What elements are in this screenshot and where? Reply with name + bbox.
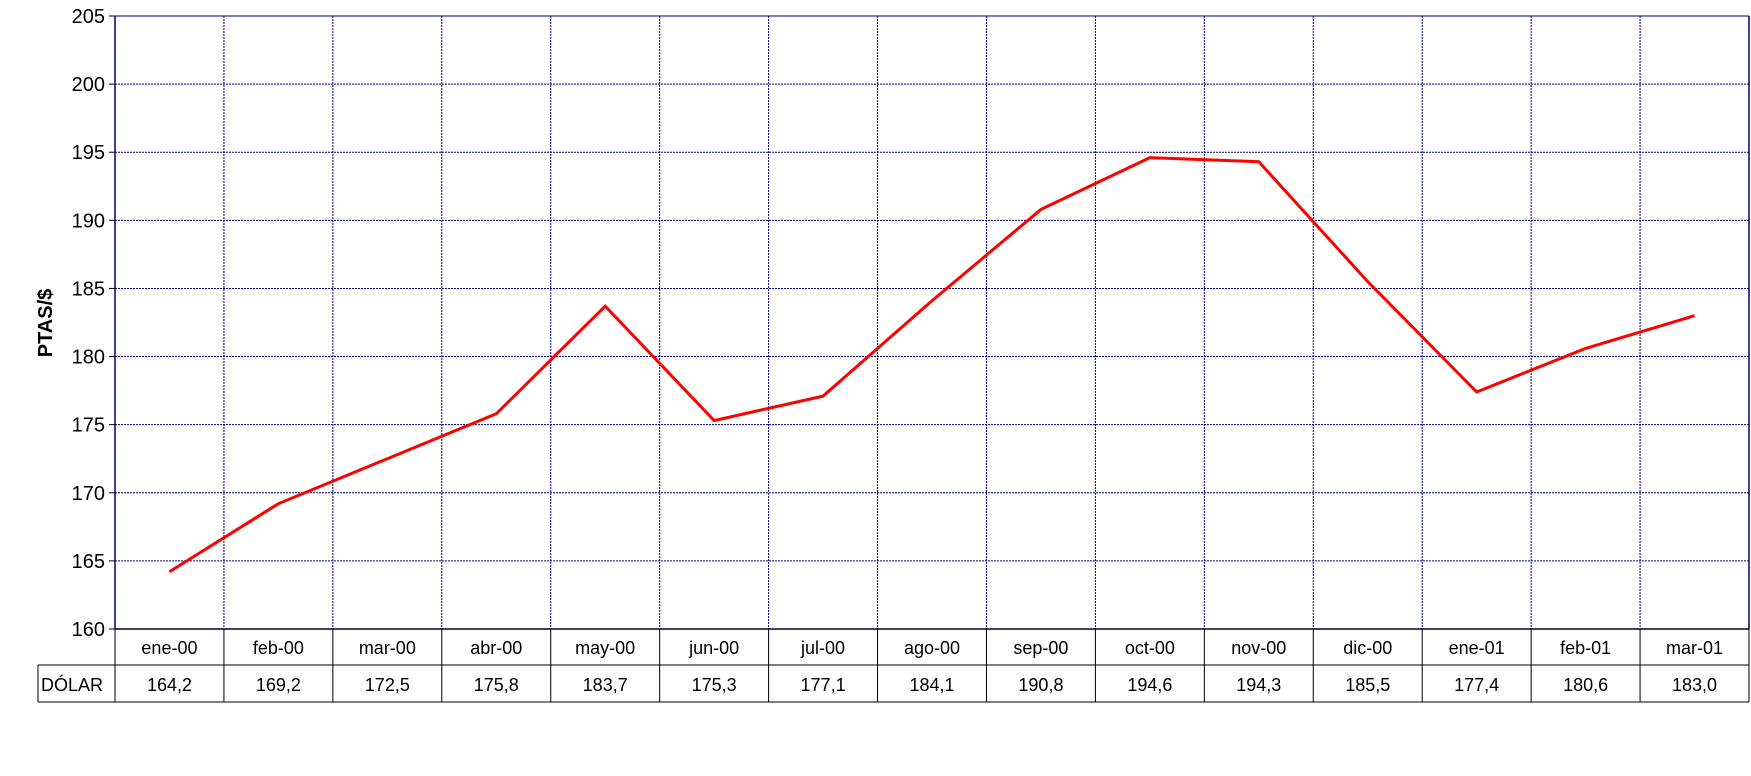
y-tick-label: 180 (72, 347, 105, 369)
x-tick-label: ago-00 (904, 638, 960, 658)
y-tick-label: 190 (72, 210, 105, 232)
data-label: 164,2 (147, 675, 192, 695)
series-layer (168, 156, 1695, 574)
y-axis-ticks: 160 165 170 175 180 185 190 195 200 205 (72, 6, 105, 641)
series-line (168, 156, 1695, 574)
y-tick-label: 170 (72, 483, 105, 505)
x-tick-label: jun-00 (688, 638, 739, 658)
x-tick-label: ene-00 (141, 638, 197, 658)
data-label: 194,3 (1236, 675, 1281, 695)
x-tick-label: oct-00 (1125, 638, 1175, 658)
y-tick-label: 200 (72, 74, 105, 96)
data-label: 180,6 (1563, 675, 1608, 695)
data-label: 194,6 (1127, 675, 1172, 695)
x-tick-label: dic-00 (1343, 638, 1392, 658)
y-tick-label: 205 (72, 6, 105, 28)
x-tick-label: jul-00 (800, 638, 845, 658)
data-label: 183,0 (1672, 675, 1717, 695)
data-label: 185,5 (1345, 675, 1390, 695)
x-tick-label: abr-00 (470, 638, 522, 658)
data-label: 183,7 (583, 675, 628, 695)
x-tick-label: feb-01 (1560, 638, 1611, 658)
grid (109, 15, 1750, 630)
data-label: 175,3 (692, 675, 737, 695)
data-table: ene-00 feb-00 mar-00 abr-00 may-00 jun-00 jul-… (37, 628, 1750, 703)
y-axis-label: PTAS/$ (35, 289, 57, 358)
x-tick-label: mar-00 (359, 638, 416, 658)
table-series-name: DÓLAR (41, 674, 103, 695)
y-tick-label: 195 (72, 142, 105, 164)
y-tick-label: 165 (72, 551, 105, 573)
data-label: 184,1 (909, 675, 954, 695)
data-label: 177,1 (801, 675, 846, 695)
x-tick-label: mar-01 (1666, 638, 1723, 658)
x-tick-label: sep-00 (1013, 638, 1068, 658)
x-tick-label: nov-00 (1231, 638, 1286, 658)
x-tick-label: ene-01 (1449, 638, 1505, 658)
data-label: 177,4 (1454, 675, 1499, 695)
data-label: 172,5 (365, 675, 410, 695)
x-tick-label: may-00 (575, 638, 635, 658)
x-tick-label: feb-00 (253, 638, 304, 658)
data-label: 190,8 (1018, 675, 1063, 695)
data-label: 169,2 (256, 675, 301, 695)
y-tick-label: 185 (72, 278, 105, 300)
data-label: 175,8 (474, 675, 519, 695)
y-tick-label: 175 (72, 415, 105, 437)
y-tick-label: 160 (72, 619, 105, 641)
